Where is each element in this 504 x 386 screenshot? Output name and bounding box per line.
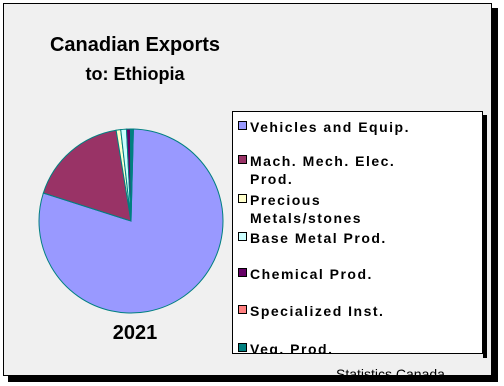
legend-label-line: Chemical Prod. <box>250 266 373 282</box>
legend-swatch <box>238 343 247 352</box>
legend-label-line: Base Metal Prod. <box>250 230 387 246</box>
legend-swatch <box>238 305 247 314</box>
pie-slice-1 <box>42 129 132 222</box>
legend-label: Specialized Inst. <box>250 302 475 320</box>
year-label: 2021 <box>112 322 158 344</box>
panel-shadow-right <box>492 8 498 381</box>
legend-swatch <box>238 268 247 277</box>
legend-label: Veg. Prod. <box>250 340 475 354</box>
panel-shadow-bottom <box>8 376 498 382</box>
legend-label: Precious Metals/stones <box>250 191 475 227</box>
legend-label-line: Metals/stones <box>250 210 363 226</box>
legend-swatch <box>238 155 247 164</box>
legend-label-line: Vehicles and Equip. <box>250 119 410 135</box>
chart-subtitle: to: Ethiopia <box>85 64 185 84</box>
source-label: Statistics Canada <box>336 366 445 382</box>
legend-label-line: Specialized Inst. <box>250 303 385 319</box>
legend-label-line: Veg. Prod. <box>250 341 334 354</box>
legend: Vehicles and Equip. Mach. Mech. Elec. Prod… <box>232 111 483 354</box>
legend-label-line: Precious <box>250 192 322 208</box>
legend-label: Vehicles and Equip. <box>250 118 475 136</box>
legend-swatch <box>238 121 247 130</box>
chart-title: Canadian Exports <box>49 34 221 56</box>
legend-label-line: Prod. <box>250 171 294 187</box>
pie-slice-6 <box>130 128 134 222</box>
legend-swatch <box>238 232 247 241</box>
legend-label: Base Metal Prod. <box>250 229 475 247</box>
legend-label-line: Mach. Mech. Elec. <box>250 153 396 169</box>
legend-shadow <box>483 115 487 358</box>
legend-swatch <box>238 194 247 203</box>
legend-label: Chemical Prod. <box>250 265 475 283</box>
legend-label: Mach. Mech. Elec. Prod. <box>250 152 475 188</box>
